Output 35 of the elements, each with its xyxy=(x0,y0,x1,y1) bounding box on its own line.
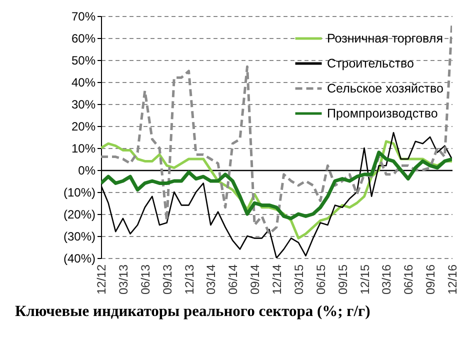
x-tick-label: 12/16 xyxy=(446,264,460,295)
y-tick-label: 60% xyxy=(71,32,96,46)
x-tick-label: 12/12 xyxy=(94,264,108,295)
y-tick-label: 30% xyxy=(71,98,96,112)
legend-label: Сельское хозяйство xyxy=(327,82,444,96)
x-tick-label: 03/14 xyxy=(204,264,218,295)
x-tick-label: 06/13 xyxy=(138,264,152,295)
y-tick-label: 40% xyxy=(71,76,96,90)
y-tick-label: 70% xyxy=(71,10,96,24)
legend-label: Строительство xyxy=(327,56,414,70)
y-tick-label: 20% xyxy=(71,120,96,134)
x-tick-label: 12/13 xyxy=(182,264,196,295)
x-tick-label: 06/16 xyxy=(402,264,416,295)
x-tick-label: 06/15 xyxy=(314,264,328,295)
x-tick-label: 09/14 xyxy=(248,264,262,295)
legend-label: Розничная торговля xyxy=(327,32,443,46)
x-tick-label: 03/13 xyxy=(116,264,130,295)
x-tick-label: 09/15 xyxy=(336,264,350,295)
x-tick-label: 09/13 xyxy=(160,264,174,295)
y-tick-label: 10% xyxy=(71,142,96,156)
x-tick-label: 06/14 xyxy=(226,264,240,295)
y-tick-label: (30%) xyxy=(63,230,96,244)
x-tick-label: 03/16 xyxy=(380,264,394,295)
x-tick-label: 12/15 xyxy=(358,264,372,295)
line-series xyxy=(101,150,452,220)
y-tick-label: (40%) xyxy=(63,252,96,266)
x-tick-label: 12/14 xyxy=(270,264,284,295)
x-tick-label: 03/15 xyxy=(292,264,306,295)
y-tick-label: 50% xyxy=(71,54,96,68)
x-tick-label: 09/16 xyxy=(424,264,438,295)
y-tick-label: (20%) xyxy=(63,208,96,222)
y-tick-label: (10%) xyxy=(63,186,96,200)
legend-label: Промпроизводство xyxy=(327,106,438,120)
y-tick-label: 0% xyxy=(78,164,96,178)
text: Ключевые индикаторы реального сектора (%; г/г) xyxy=(14,303,370,320)
